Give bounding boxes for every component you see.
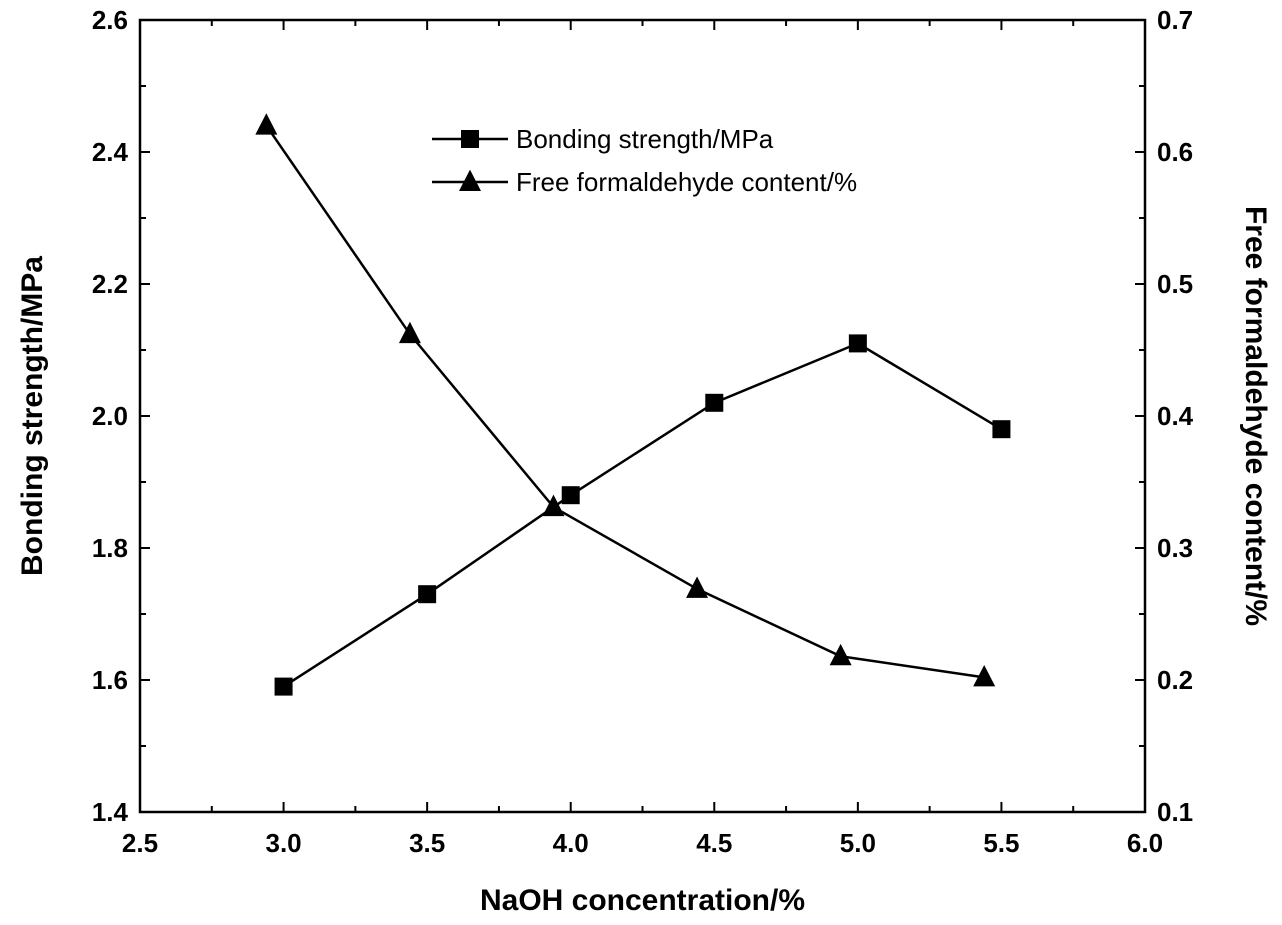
legend-marker — [461, 130, 479, 148]
y-left-axis-title: Bonding strength/MPa — [16, 256, 49, 576]
y-left-tick-label: 2.0 — [92, 401, 128, 431]
legend-marker — [459, 169, 481, 191]
y-left-tick-label: 1.6 — [92, 665, 128, 695]
x-axis-title: NaOH concentration/% — [480, 884, 805, 917]
data-point — [992, 420, 1011, 439]
x-tick-label: 2.5 — [122, 828, 158, 858]
data-point — [829, 643, 852, 666]
legend-label: Bonding strength/MPa — [516, 124, 774, 154]
y-right-tick-label: 0.6 — [1157, 137, 1193, 167]
legend-label: Free formaldehyde content/% — [516, 167, 857, 197]
series-bonding-strength — [274, 334, 1011, 696]
x-tick-label: 3.0 — [265, 828, 301, 858]
axes: 2.5 3.0 3.5 4.0 4.5 5.0 5.5 6.0 1.4 1.6 1.8 2.0 2.2 2… — [92, 5, 1194, 858]
data-point — [686, 576, 709, 598]
y-right-tick-label: 0.3 — [1157, 533, 1193, 563]
y-left-tick-label: 2.6 — [92, 5, 128, 35]
data-point — [418, 585, 437, 604]
y-left-tick-label: 2.2 — [92, 269, 128, 299]
y-left-tick-label: 1.8 — [92, 533, 128, 563]
legend-item: Bonding strength/MPa — [432, 124, 774, 154]
x-tick-label: 4.0 — [553, 828, 589, 858]
data-point — [561, 486, 580, 505]
data-point — [973, 664, 996, 687]
series-line — [282, 342, 1003, 688]
data-point — [848, 334, 867, 353]
x-tick-label: 3.5 — [409, 828, 445, 858]
y-right-axis-title: Free formaldehyde content/% — [1239, 206, 1272, 626]
series-free-formaldehyde — [255, 113, 996, 687]
x-tick-label: 5.0 — [840, 828, 876, 858]
data-point — [542, 494, 565, 517]
y-right-tick-label: 0.7 — [1157, 5, 1193, 35]
series-layer — [255, 113, 1011, 696]
y-left-tick-label: 1.4 — [92, 797, 129, 827]
legend: Bonding strength/MPa Free formaldehyde co… — [432, 124, 857, 197]
y-right-tick-label: 0.4 — [1157, 401, 1194, 431]
y-right-tick-label: 0.1 — [1157, 797, 1193, 827]
data-point — [705, 393, 724, 412]
data-point — [255, 113, 278, 135]
legend-item: Free formaldehyde content/% — [432, 167, 857, 197]
y-right-tick-label: 0.5 — [1157, 269, 1193, 299]
x-tick-label: 6.0 — [1127, 828, 1163, 858]
data-point — [274, 677, 293, 696]
x-tick-label: 5.5 — [983, 828, 1019, 858]
y-left-tick-label: 2.4 — [92, 137, 129, 167]
series-line — [265, 124, 985, 679]
y-right-tick-label: 0.2 — [1157, 665, 1193, 695]
x-tick-label: 4.5 — [696, 828, 732, 858]
data-point — [398, 321, 421, 344]
